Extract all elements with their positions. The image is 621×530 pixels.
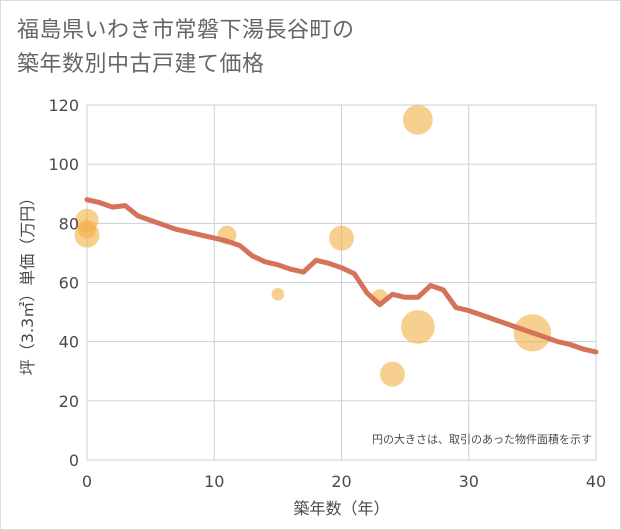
y-tick-label: 80 — [59, 214, 79, 233]
bubble-point — [379, 361, 405, 387]
x-tick-label: 10 — [204, 472, 224, 491]
y-axis-ticks: 0 20 40 60 80 100 120 — [48, 96, 79, 470]
size-legend-note: 円の大きさは、取引のあった物件面積を示す — [372, 432, 592, 446]
plot-area — [86, 104, 597, 461]
bubble-point — [271, 288, 285, 301]
bubble-point — [400, 309, 435, 344]
y-tick-label: 60 — [59, 274, 79, 293]
x-axis-ticks: 0 10 20 30 40 — [82, 472, 606, 491]
x-tick-label: 0 — [82, 472, 92, 491]
y-tick-label: 120 — [48, 96, 79, 115]
y-tick-label: 0 — [69, 451, 79, 470]
bubble-point — [329, 225, 354, 251]
y-tick-label: 20 — [59, 392, 79, 411]
x-tick-label: 30 — [459, 472, 479, 491]
chart-title-line-2: 築年数別中古戸建て価格 — [17, 52, 265, 77]
bubble-point — [74, 222, 100, 248]
bubbles — [74, 104, 552, 387]
chart-title: 福島県いわき市常磐下湯長谷町の 築年数別中古戸建て価格 — [17, 14, 597, 82]
grid — [86, 104, 597, 461]
y-tick-label: 40 — [59, 333, 79, 352]
trend-line — [84, 197, 599, 355]
trend — [84, 197, 599, 355]
y-tick-label: 100 — [48, 155, 79, 174]
chart-title-line-1: 福島県いわき市常磐下湯長谷町の — [17, 18, 355, 43]
y-axis-label: 坪（3.3㎡）単価（万円） — [18, 190, 37, 375]
x-axis-label: 築年数（年） — [293, 499, 389, 518]
x-tick-label: 20 — [331, 472, 351, 491]
bubble-point — [402, 104, 433, 135]
x-tick-label: 40 — [586, 472, 606, 491]
